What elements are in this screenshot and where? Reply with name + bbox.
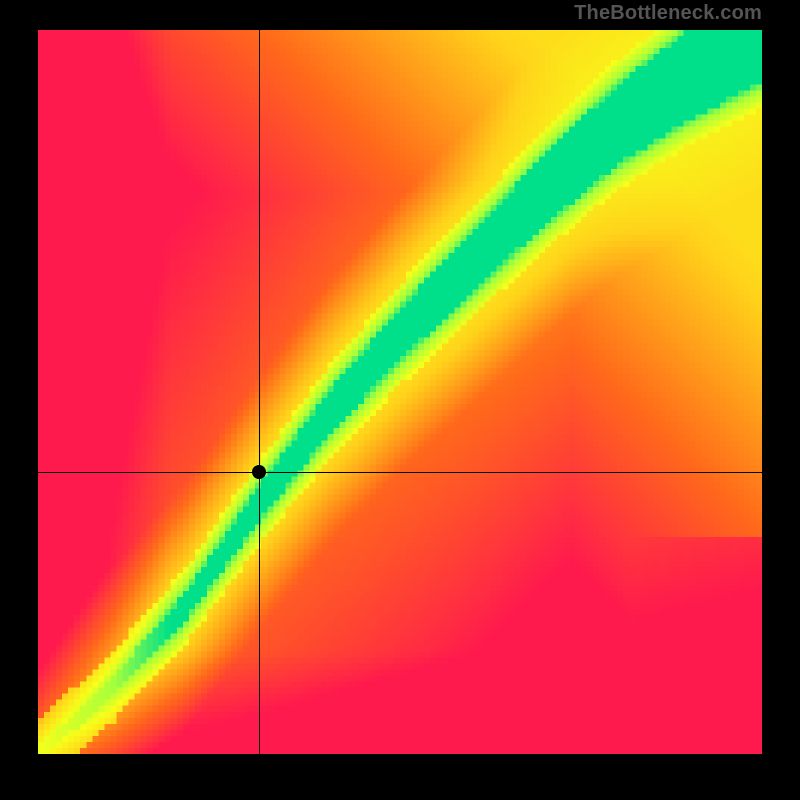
bottleneck-heatmap [38, 30, 762, 754]
marker-dot [252, 465, 266, 479]
crosshair-horizontal [38, 472, 762, 473]
watermark-text: TheBottleneck.com [574, 2, 762, 25]
crosshair-vertical [259, 30, 260, 754]
